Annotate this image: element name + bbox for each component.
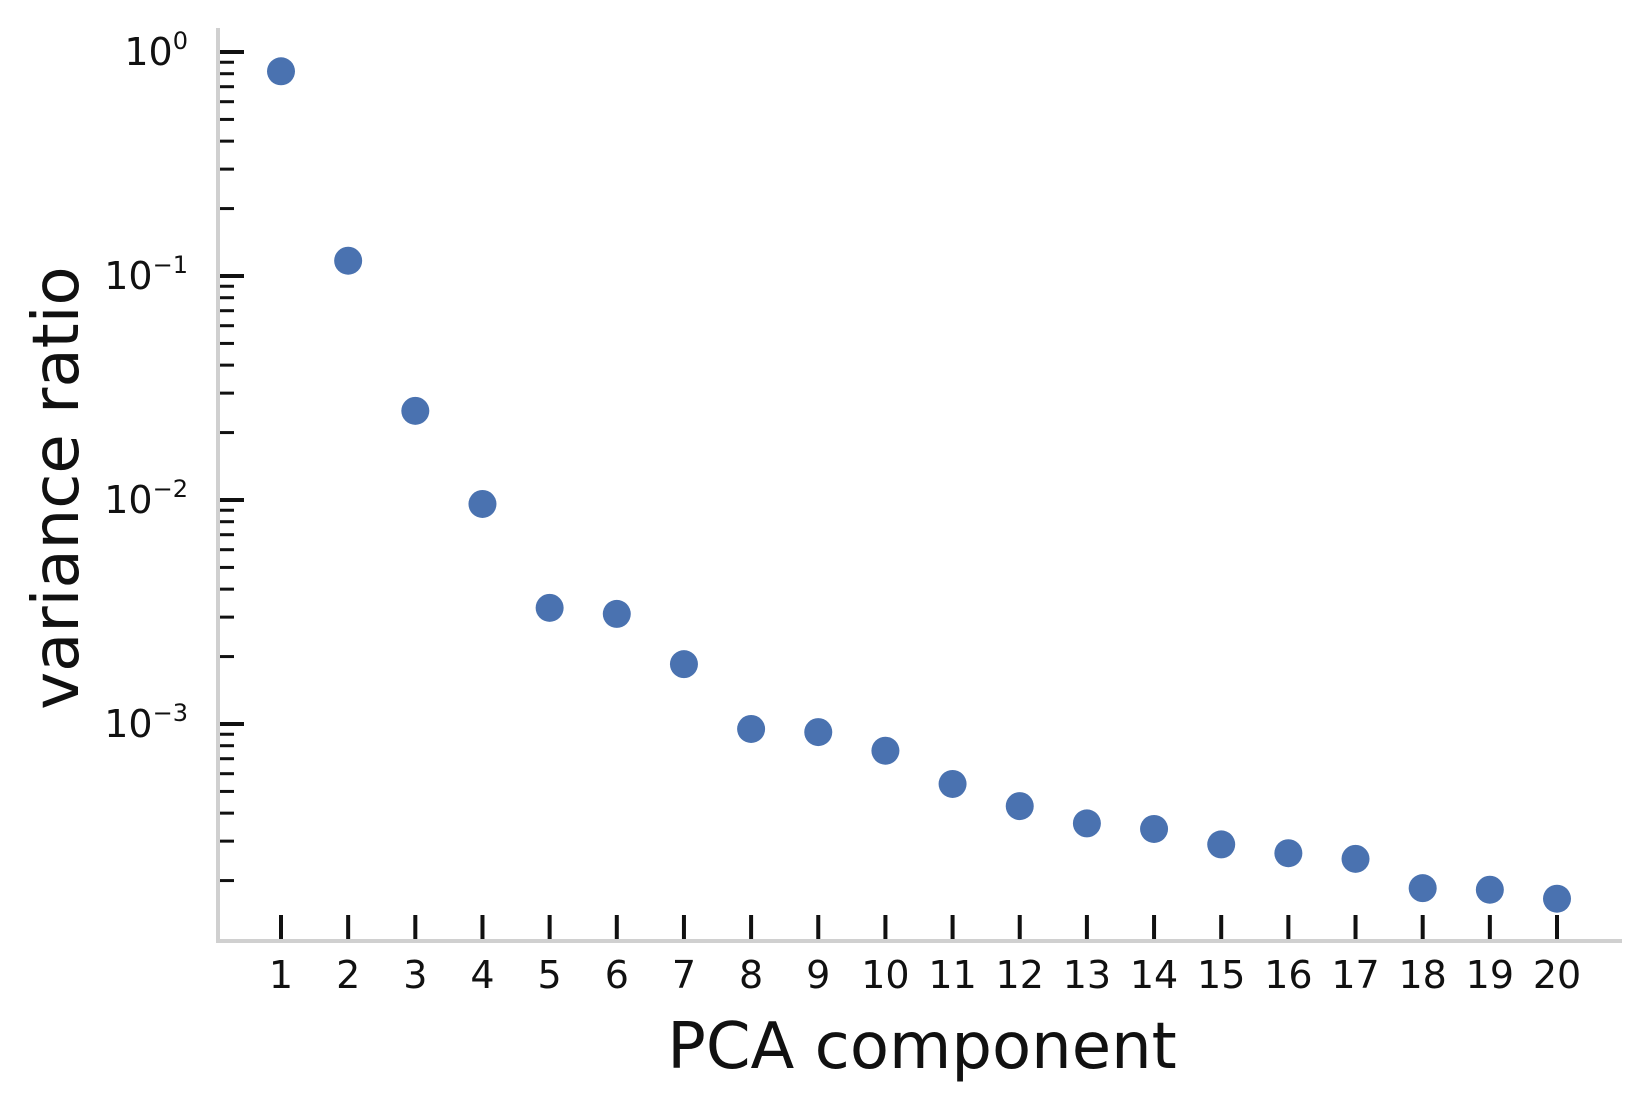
data-point <box>1072 809 1101 838</box>
x-tick-label: 10 <box>861 953 909 997</box>
data-point <box>669 650 698 679</box>
data-point <box>1341 844 1370 873</box>
data-point <box>804 718 833 747</box>
data-point <box>1543 884 1571 913</box>
y-tick-label: 10−3 <box>104 699 188 746</box>
data-point <box>401 396 430 425</box>
x-tick-label: 6 <box>605 953 629 997</box>
y-tick-label: 10−1 <box>104 251 188 298</box>
x-tick-label: 17 <box>1331 953 1379 997</box>
x-tick-label: 2 <box>336 953 360 997</box>
x-tick-label: 11 <box>928 953 976 997</box>
data-point <box>1005 792 1034 821</box>
x-tick-label: 4 <box>470 953 494 997</box>
x-tick-label: 5 <box>538 953 562 997</box>
x-tick-label: 8 <box>739 953 763 997</box>
data-point <box>938 769 967 798</box>
y-tick-label: 10−2 <box>104 475 188 522</box>
data-point <box>535 593 564 622</box>
data-point <box>334 246 363 275</box>
y-minor-ticks <box>218 60 234 883</box>
x-tick-label: 12 <box>996 953 1044 997</box>
data-point <box>1274 839 1303 868</box>
x-tick-label: 13 <box>1063 953 1111 997</box>
x-tick-label: 9 <box>806 953 830 997</box>
x-tick-label: 3 <box>403 953 427 997</box>
data-point <box>468 489 497 518</box>
x-ticks: 1 2 3 4 5 6 7 8 9 10 11 12 13 14 15 16 17 18 19 20 <box>269 915 1581 997</box>
data-point <box>871 736 900 765</box>
data-point <box>1207 830 1236 859</box>
x-tick-label: 16 <box>1264 953 1312 997</box>
x-tick-label: 18 <box>1399 953 1447 997</box>
data-points <box>267 57 1571 913</box>
data-point <box>737 714 766 743</box>
data-point <box>1408 874 1437 903</box>
x-tick-label: 15 <box>1197 953 1245 997</box>
y-major-ticks: 100 10−1 10−2 10−3 <box>104 27 244 746</box>
x-tick-label: 1 <box>269 953 293 997</box>
x-axis-title: PCA component <box>667 1010 1176 1084</box>
x-tick-label: 20 <box>1533 953 1581 997</box>
x-tick-label: 7 <box>672 953 696 997</box>
data-point <box>267 57 295 86</box>
data-point <box>1140 814 1169 843</box>
y-tick-label: 100 <box>124 27 188 74</box>
data-point <box>1475 875 1504 904</box>
x-tick-label: 14 <box>1130 953 1178 997</box>
x-tick-label: 19 <box>1466 953 1514 997</box>
data-point <box>602 599 631 628</box>
y-axis-title: variance ratio <box>20 266 94 709</box>
